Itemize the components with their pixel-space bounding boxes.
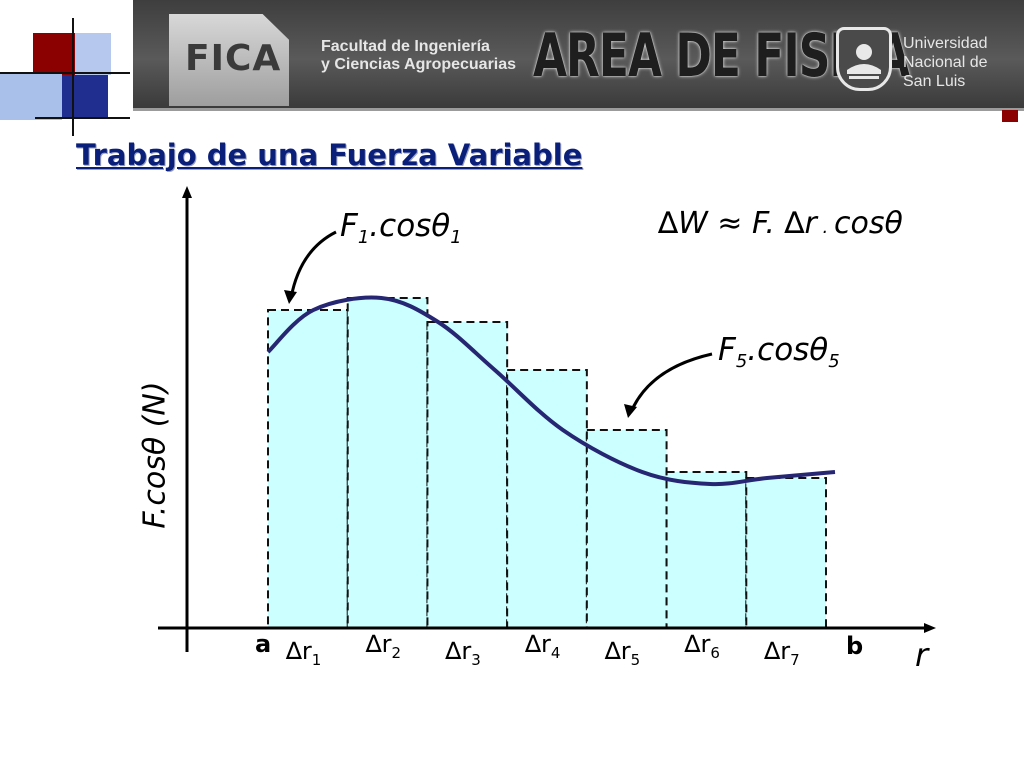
segment-label-sub: 5: [630, 650, 641, 669]
segment-label-6: ∆r6: [684, 630, 719, 662]
university-line-2: Nacional de: [903, 54, 988, 71]
corner-light-square-2: [75, 33, 111, 75]
fica-logo-box: [169, 14, 289, 106]
segment-bar-2: [346, 297, 429, 629]
segment-label-1: ∆r1: [286, 637, 321, 669]
f1-sub: 1: [357, 227, 370, 249]
segment-label-text: ∆r: [604, 637, 631, 665]
formula-dot: .: [816, 217, 834, 238]
corner-hline: [0, 72, 130, 74]
f1-mid: .cosθ: [369, 208, 451, 244]
f1-sub2: 1: [450, 227, 462, 249]
formula-delta-w: ∆W ≈ F. ∆r: [658, 206, 817, 241]
segment-label-3: ∆r3: [445, 637, 480, 669]
segment-label-text: ∆r: [445, 637, 472, 665]
header-banner: FICA Facultad de Ingeniería y Ciencias A…: [133, 0, 1024, 111]
segment-label-text: ∆r: [525, 630, 551, 658]
segment-bar-1: [267, 309, 349, 629]
faculty-line-1: Facultad de Ingeniería: [321, 38, 490, 55]
university-line-3: San Luis: [903, 73, 966, 90]
segment-label-sub: 2: [391, 643, 402, 662]
f5-annotation: F5.cosθ5: [718, 332, 840, 372]
work-formula: ∆W ≈ F. ∆r . cosθ: [658, 206, 903, 241]
f1-arrowhead: [284, 290, 297, 304]
x-axis-label: r: [915, 636, 929, 674]
segment-bar-7: [745, 477, 827, 629]
x-axis-arrow: [924, 623, 936, 633]
segment-bar-3: [426, 321, 509, 629]
segment-label-text: ∆r: [764, 637, 791, 665]
faculty-name: Facultad de Ingeniería y Ciencias Agrope…: [321, 38, 516, 74]
segment-label-sub: 1: [311, 650, 322, 669]
university-name: Universidad Nacional de San Luis: [903, 34, 988, 91]
segment-label-sub: 7: [790, 650, 800, 669]
f5-arrowhead: [624, 404, 637, 418]
corner-hline-2: [35, 117, 130, 119]
segment-label-text: ∆r: [365, 630, 392, 658]
corner-red-square: [33, 33, 75, 75]
f5-arrow: [629, 352, 713, 413]
f1-arrow: [289, 230, 337, 299]
f5-sub: 5: [735, 351, 748, 373]
university-line-1: Universidad: [903, 35, 988, 52]
corner-vline: [72, 18, 74, 136]
header-red-marker: [1002, 110, 1018, 122]
corner-blue-square: [62, 75, 108, 119]
x-start-label: a: [255, 630, 272, 658]
x-end-label: b: [846, 632, 864, 660]
segment-label-5: ∆r5: [605, 637, 640, 669]
f5-sub2: 5: [828, 351, 840, 373]
y-axis-arrow: [182, 186, 192, 198]
force-curve: [266, 295, 836, 487]
segment-bar-5: [585, 429, 668, 629]
f5-base: F: [718, 332, 736, 368]
faculty-line-2: y Ciencias Agropecuarias: [321, 56, 517, 73]
fica-logo-text: FICA: [185, 38, 282, 79]
segment-bar-4: [506, 369, 588, 629]
segment-label-sub: 4: [550, 643, 561, 662]
y-axis-label: F.cosθ (N): [137, 381, 173, 529]
university-shield-icon: [836, 27, 892, 91]
segment-label-7: ∆r7: [764, 637, 799, 669]
segment-label-4: ∆r4: [525, 630, 560, 662]
segment-label-text: ∆r: [684, 630, 711, 658]
segment-label-2: ∆r2: [366, 630, 401, 662]
corner-light-square: [0, 72, 62, 120]
formula-cos: cosθ: [833, 206, 903, 241]
f5-mid: .cosθ: [747, 332, 829, 368]
slide-title: Trabajo de una Fuerza Variable: [76, 138, 583, 172]
segment-label-sub: 3: [471, 650, 481, 669]
segment-bar-6: [665, 471, 748, 629]
f1-annotation: F1.cosθ1: [340, 208, 462, 248]
f1-base: F: [340, 208, 358, 244]
segment-label-text: ∆r: [285, 637, 312, 665]
segment-label-sub: 6: [710, 643, 720, 662]
